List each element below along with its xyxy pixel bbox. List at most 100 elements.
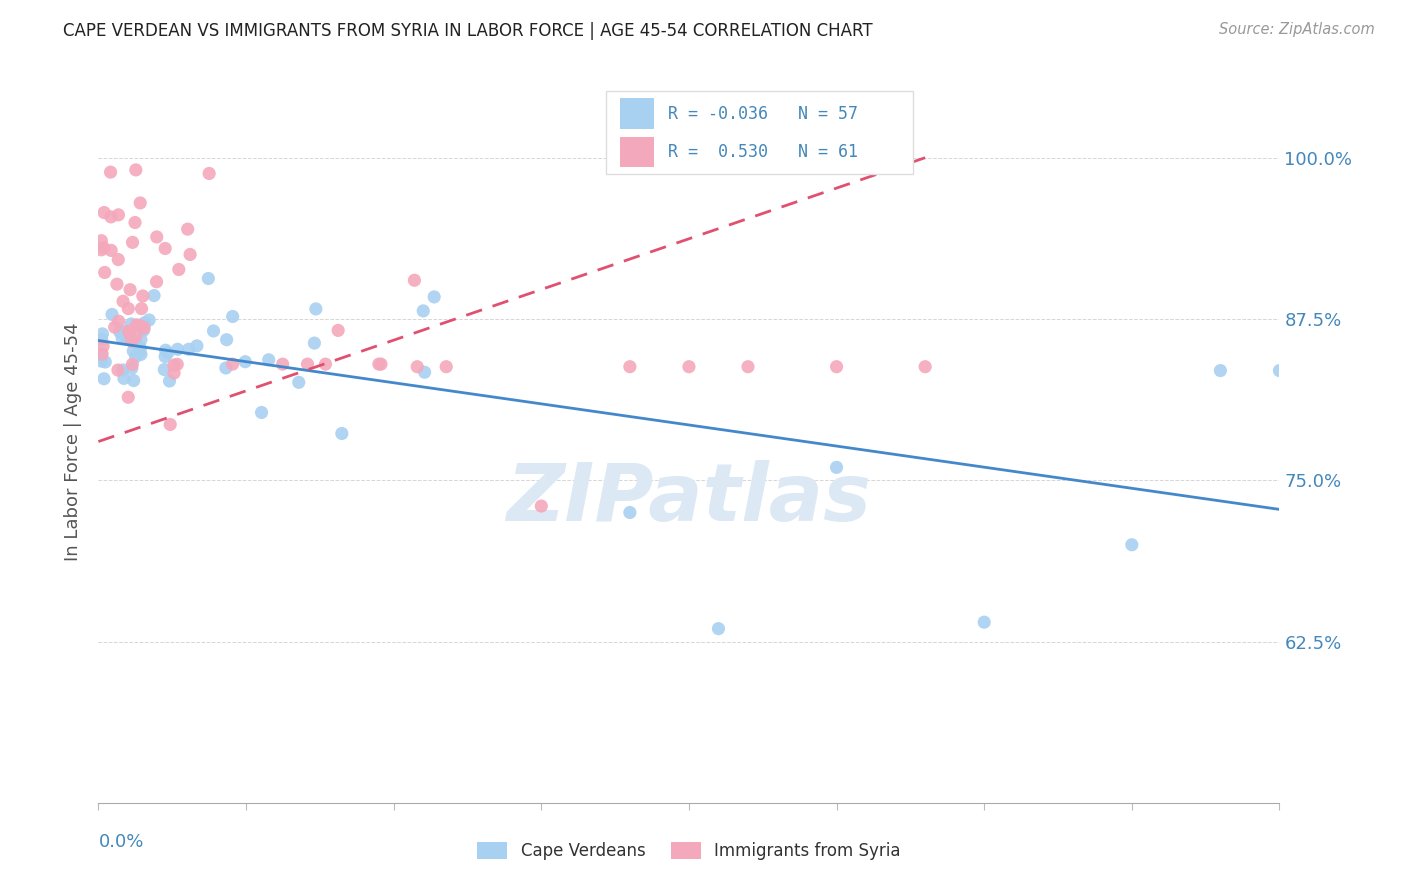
Point [155,343,177,358]
Point [221,310,243,324]
Y-axis label: In Labor Force | Age 45-54: In Labor Force | Age 45-54 [65,322,83,561]
Point [114,330,136,344]
Point [94,355,117,369]
Text: CAPE VERDEAN VS IMMIGRANTS FROM SYRIA IN LABOR FORCE | AGE 45-54 CORRELATION CHA: CAPE VERDEAN VS IMMIGRANTS FROM SYRIA IN… [63,22,873,40]
Point [90,354,112,368]
Point [117,390,139,404]
Point [91,347,114,361]
Point [104,320,127,334]
Point [93,372,115,386]
Point [91,326,114,341]
Point [233,354,256,368]
Point [129,318,152,333]
Point [112,294,135,309]
Point [100,244,122,258]
Point [737,359,759,374]
Point [101,308,124,322]
FancyBboxPatch shape [620,136,654,167]
Point [153,362,176,376]
Point [132,323,155,337]
Point [434,359,457,374]
Point [330,426,353,441]
Point [825,359,848,374]
Point [1268,363,1291,377]
Point [143,288,166,302]
Point [121,361,143,376]
Text: Source: ZipAtlas.com: Source: ZipAtlas.com [1219,22,1375,37]
Point [128,345,150,359]
Point [107,363,129,377]
Point [1209,363,1232,377]
Point [413,365,436,379]
Text: ZIPatlas: ZIPatlas [506,460,872,539]
Point [134,321,156,335]
Point [93,241,115,255]
Point [412,304,434,318]
Point [124,334,146,349]
Point [90,234,112,248]
Point [122,374,145,388]
Point [100,165,122,179]
Point [221,357,243,371]
Point [120,334,142,348]
Point [198,166,221,180]
Point [125,329,148,343]
Point [163,366,186,380]
Point [367,357,389,371]
Point [326,323,349,337]
Point [297,357,319,371]
Point [114,325,136,339]
Point [619,359,641,374]
Point [176,222,198,236]
Point [134,316,156,330]
Point [186,339,208,353]
Point [202,324,225,338]
Point [107,252,129,267]
Text: 0.0%: 0.0% [98,833,143,851]
Point [250,405,273,419]
Point [406,359,429,374]
Point [825,460,848,475]
Text: R = -0.036   N = 57: R = -0.036 N = 57 [668,104,858,122]
Point [159,374,181,388]
Point [90,332,112,346]
Point [129,341,152,355]
Point [120,317,142,331]
Point [117,301,139,316]
Point [156,345,179,359]
Point [1121,538,1143,552]
Point [107,314,129,328]
Point [145,275,167,289]
Point [125,162,148,177]
Point [129,333,152,347]
Point [111,331,134,345]
Point [287,376,309,390]
Point [120,283,142,297]
Point [215,333,238,347]
Point [197,271,219,285]
Point [404,273,426,287]
Text: R =  0.530   N = 61: R = 0.530 N = 61 [668,143,858,161]
Point [707,622,730,636]
Point [129,196,152,211]
Point [118,324,141,338]
Point [914,359,936,374]
Point [257,352,280,367]
FancyBboxPatch shape [606,91,914,174]
Point [305,301,328,316]
Point [370,357,392,371]
Point [93,205,115,219]
Point [166,343,188,357]
Point [121,235,143,250]
Point [177,343,200,357]
Point [121,358,143,372]
Point [132,289,155,303]
Point [138,313,160,327]
Point [167,262,190,277]
Point [111,363,134,377]
Point [124,350,146,364]
Point [131,301,153,316]
Point [145,230,167,244]
Point [90,349,112,363]
FancyBboxPatch shape [620,98,654,128]
